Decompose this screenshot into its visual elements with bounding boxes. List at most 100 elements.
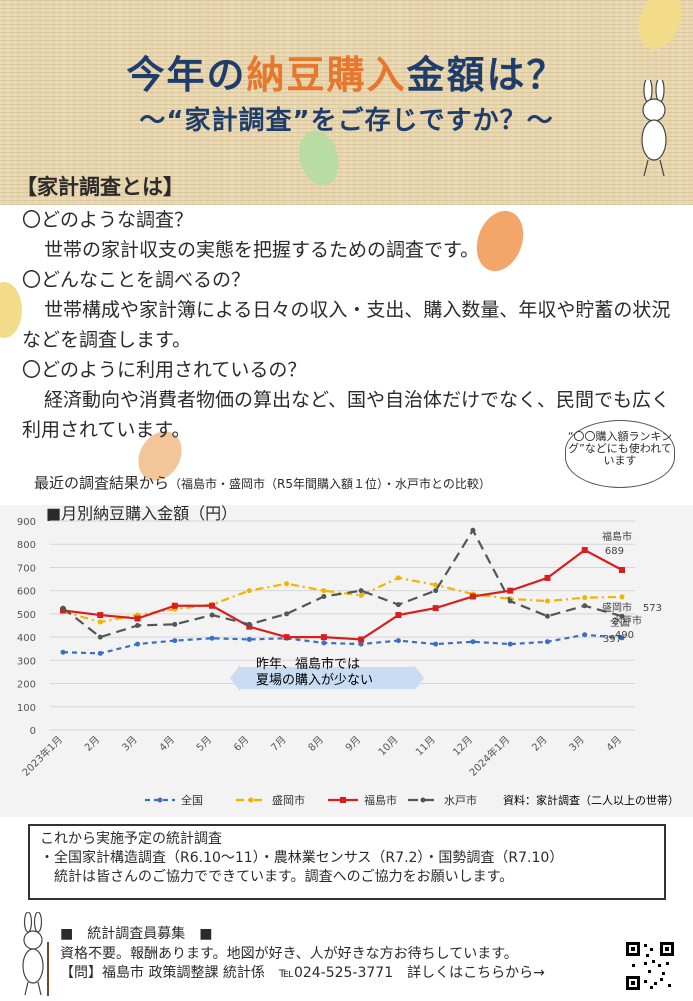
data-point: [321, 588, 327, 594]
section-heading: 【家計調査とは】: [16, 175, 184, 199]
data-point: [619, 613, 625, 619]
faq-question: 〇どんなことを調べるの？: [22, 269, 251, 291]
faq-question: 〇どのように利用されているの？: [22, 359, 307, 381]
data-point: [246, 588, 252, 594]
data-point: [544, 639, 550, 645]
end-label-value: 573: [643, 603, 662, 614]
y-tick-label: 400: [17, 633, 36, 644]
data-point: [395, 575, 401, 581]
y-tick-label: 300: [17, 656, 36, 667]
data-point: [507, 598, 513, 604]
x-tick-label: 2月: [82, 734, 102, 754]
chart-source: 資料：家計調査（二人以上の世帯）: [503, 793, 679, 807]
data-point: [470, 527, 476, 533]
data-point: [432, 605, 439, 612]
page-title: 今年の納豆購入金額は？: [126, 53, 567, 97]
data-point: [581, 547, 588, 554]
data-point: [395, 612, 402, 619]
chart-annotation-arrow-left: [230, 665, 240, 691]
x-tick-label: 2023年1月: [19, 733, 65, 779]
faq-answer: 経済動向や消費者物価の算出など、国や自治体だけでなく、民間でも広く利用されていま…: [22, 389, 671, 441]
data-point: [469, 593, 476, 600]
upcoming-heading: これから実施予定の統計調査: [40, 831, 222, 847]
data-point: [172, 621, 178, 627]
chart-annotation-arrow: [238, 667, 416, 689]
x-tick-label: 5月: [194, 734, 214, 754]
callout-bubble: “〇〇購入額ランキング”などにも使われています: [565, 420, 675, 488]
data-point: [395, 602, 401, 608]
data-point: [619, 594, 625, 600]
legend-marker: [157, 797, 163, 803]
data-point: [433, 588, 439, 594]
legend-label: 水戸市: [444, 793, 477, 807]
chart-intro: 最近の調査結果から（福島市・盛岡市（R5年間購入額１位）・水戸市との比較）: [34, 474, 491, 492]
data-point: [97, 650, 103, 656]
y-tick-label: 100: [17, 703, 36, 714]
legend-marker: [248, 797, 254, 803]
series-line-水戸市: [62, 528, 623, 639]
data-point: [209, 602, 216, 609]
legend-label: 全国: [181, 793, 203, 807]
end-label-value: 689: [605, 546, 624, 557]
header-banner: 今年の納豆購入金額は？ ～“家計調査”をご存じですか？～ 【家計調査とは】: [0, 0, 693, 205]
chart-annotation-line1: 昨年、福島市では: [256, 656, 360, 672]
data-point: [544, 574, 551, 581]
x-tick-label: 4月: [157, 734, 177, 754]
data-point: [582, 595, 588, 601]
bean-decoration: [0, 282, 22, 338]
x-tick-label: 7月: [269, 734, 289, 754]
data-point: [321, 640, 327, 646]
data-point: [246, 621, 252, 627]
data-point: [283, 634, 290, 641]
data-point: [209, 612, 215, 618]
faq-answer: 世帯の家計収支の実態を把握するための調査です。: [44, 239, 480, 261]
data-point: [582, 603, 588, 609]
rabbit-illustration: [628, 77, 678, 180]
y-tick-label: 0: [30, 726, 36, 737]
data-point: [134, 615, 141, 622]
x-tick-label: 4月: [604, 734, 624, 754]
data-point: [619, 635, 625, 641]
data-point: [60, 649, 66, 655]
y-tick-label: 600: [17, 587, 36, 598]
x-tick-label: 11月: [413, 734, 438, 759]
end-label-value: 490: [615, 630, 634, 641]
x-tick-label: 8月: [306, 734, 326, 754]
legend-label: 福島市: [364, 793, 397, 807]
qr-code[interactable]: [624, 940, 676, 992]
x-tick-label: 3月: [567, 734, 587, 754]
data-point: [320, 634, 327, 641]
data-point: [60, 605, 66, 611]
data-point: [135, 623, 141, 628]
rabbit-mascot-illustration: [14, 911, 54, 997]
data-point: [544, 598, 550, 604]
data-point: [284, 611, 290, 617]
page-subtitle: ～“家計調査”をご存じですか？～: [139, 106, 554, 136]
data-point: [507, 587, 514, 594]
series-line-福島市: [62, 548, 623, 641]
x-tick-label: 10月: [376, 734, 401, 759]
data-point: [507, 641, 513, 647]
data-point: [358, 592, 364, 598]
x-tick-label: 2024年1月: [466, 733, 512, 779]
data-point: [582, 632, 588, 638]
data-point: [395, 638, 401, 644]
faq-question: 〇どのような調査？: [22, 209, 194, 231]
y-tick-label: 500: [17, 610, 36, 621]
legend-label: 盛岡市: [272, 793, 305, 807]
contact-info[interactable]: 【問】福島市 政策調整課 統計係 ℡024-525-3771 詳しくはこちらから…: [60, 965, 545, 981]
data-point: [433, 582, 439, 588]
data-point: [433, 641, 439, 647]
data-point: [358, 636, 365, 643]
chart-annotation-line2: 夏場の購入が少ない: [256, 673, 373, 688]
end-label-name: 盛岡市: [602, 601, 632, 614]
y-tick-label: 900: [17, 517, 36, 528]
chart-annotation-arrow-right: [414, 665, 424, 691]
x-tick-label: 3月: [120, 734, 140, 754]
data-point: [321, 593, 327, 599]
data-point: [171, 602, 178, 609]
data-point: [97, 612, 104, 619]
data-point: [97, 634, 103, 640]
data-point: [470, 639, 476, 645]
recruit-text: 資格不要。報酬あります。地図が好き、人が好きな方お待ちしています。: [60, 945, 518, 962]
